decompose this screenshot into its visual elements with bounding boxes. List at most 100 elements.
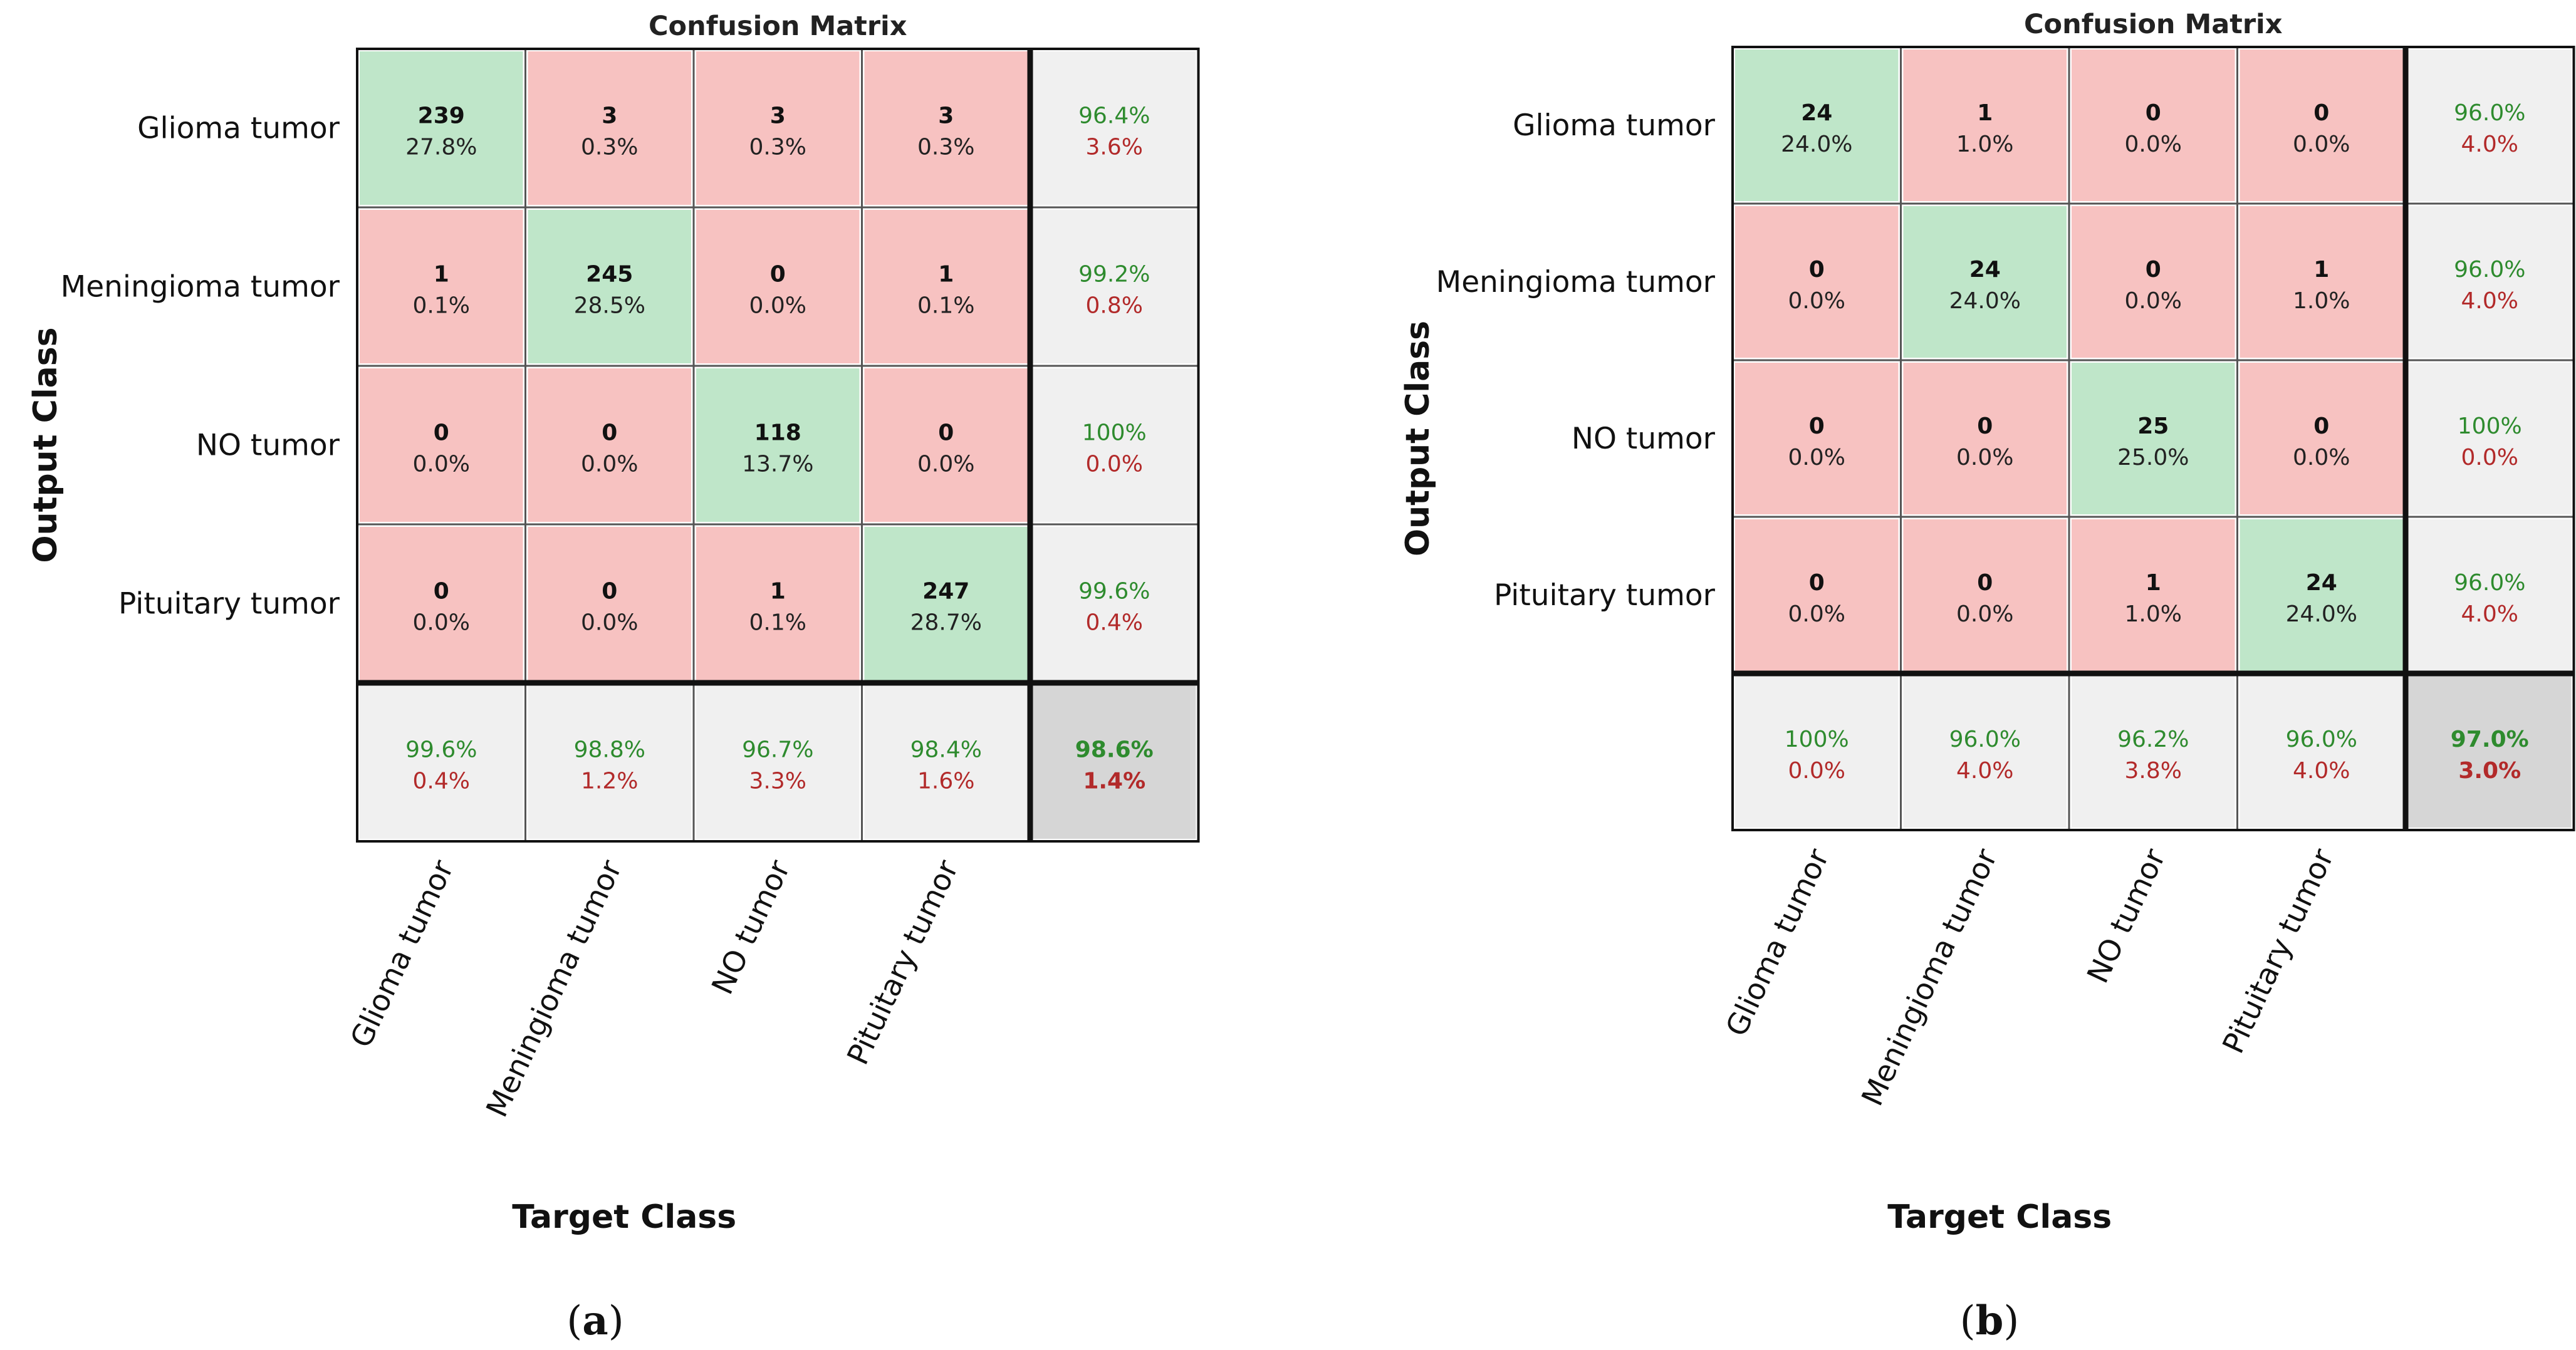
row-summary-cell xyxy=(2408,206,2572,358)
matrix-cell xyxy=(1735,519,1899,671)
cell-percent: 27.8% xyxy=(405,135,477,160)
column-label: Meningioma tumor xyxy=(1855,843,2005,1111)
cell-count: 0 xyxy=(434,579,449,605)
matrix-cell xyxy=(696,210,860,363)
cell-percent: 0.0% xyxy=(1956,601,2013,627)
row-label: Pituitary tumor xyxy=(1494,578,1716,613)
column-label: NO tumor xyxy=(705,854,797,1000)
cell-count: 0 xyxy=(770,262,786,288)
cell-percent: 0.0% xyxy=(413,452,470,477)
row-summary-cell xyxy=(1033,210,1196,363)
cell-count: 0 xyxy=(2313,100,2329,126)
row-label: Pituitary tumor xyxy=(118,587,340,621)
row-label: Glioma tumor xyxy=(137,112,340,146)
accuracy-value: 96.0% xyxy=(2454,570,2525,596)
cell-percent: 0.0% xyxy=(2293,445,2350,470)
x-axis-title: Target Class xyxy=(512,1198,736,1236)
cell-percent: 13.7% xyxy=(742,452,813,477)
cell-count: 24 xyxy=(1801,100,1832,126)
cell-percent: 28.7% xyxy=(910,610,982,636)
accuracy-value: 99.2% xyxy=(1078,262,1150,288)
error-value: 1.6% xyxy=(917,769,974,794)
accuracy-value: 96.0% xyxy=(2454,100,2525,126)
cell-count: 0 xyxy=(1809,257,1825,283)
matrix-cell xyxy=(1735,206,1899,358)
cell-percent: 0.0% xyxy=(1788,445,1845,470)
panel-caption: (a) xyxy=(566,1297,623,1344)
cell-count: 1 xyxy=(2146,570,2161,596)
matrix-cell xyxy=(360,51,523,205)
cell-count: 0 xyxy=(2146,257,2161,283)
accuracy-value: 100% xyxy=(1082,420,1147,446)
cell-percent: 24.0% xyxy=(1781,132,1852,157)
cell-percent: 0.3% xyxy=(581,135,638,160)
row-summary-cell xyxy=(1033,527,1196,680)
row-label: Meningioma tumor xyxy=(61,270,340,304)
accuracy-value: 100% xyxy=(1785,727,1849,752)
matrix-border xyxy=(1731,46,2575,831)
column-label: Glioma tumor xyxy=(1719,843,1837,1042)
column-summary-cell xyxy=(360,685,523,839)
cell-percent: 1.0% xyxy=(2293,288,2350,314)
matrix-cell xyxy=(360,210,523,363)
row-summary-cell xyxy=(2408,363,2572,514)
cell-percent: 0.1% xyxy=(413,293,470,319)
error-value: 4.0% xyxy=(1956,758,2013,784)
cell-percent: 0.0% xyxy=(581,452,638,477)
cell-percent: 0.0% xyxy=(581,610,638,636)
matrix-cell xyxy=(528,51,691,205)
error-value: 0.0% xyxy=(1788,758,1845,784)
accuracy-value: 96.7% xyxy=(742,737,813,763)
matrix-border xyxy=(356,48,1200,843)
cell-count: 0 xyxy=(2313,413,2329,439)
error-value: 4.0% xyxy=(2461,132,2518,157)
accuracy-value: 96.0% xyxy=(1949,727,2021,752)
row-summary-cell xyxy=(1033,51,1196,205)
matrix-cell xyxy=(2072,206,2235,358)
error-value: 0.0% xyxy=(2461,445,2518,470)
error-value: 4.0% xyxy=(2293,758,2350,784)
column-summary-cell xyxy=(528,685,691,839)
confusion-matrix-panel-a: Confusion Matrix 239 27.8% 3 0.3% 3 0.3% 3 0.3% 9… xyxy=(27,11,1200,1344)
cell-percent: 24.0% xyxy=(1949,288,2021,314)
matrix-cell xyxy=(696,527,860,680)
cell-percent: 0.0% xyxy=(749,293,806,319)
cell-count: 245 xyxy=(586,262,633,288)
cell-count: 118 xyxy=(754,420,801,446)
error-value: 0.4% xyxy=(413,769,470,794)
matrix-cell xyxy=(360,368,523,522)
row-summary-cell xyxy=(1033,368,1196,522)
matrix-cell xyxy=(864,51,1028,205)
cell-count: 25 xyxy=(2137,413,2169,439)
total-cell xyxy=(2408,676,2572,828)
row-label: Glioma tumor xyxy=(1513,108,1716,143)
cell-percent: 0.0% xyxy=(2125,132,2182,157)
matrix-cell xyxy=(1903,206,2067,358)
accuracy-value: 99.6% xyxy=(1078,579,1150,605)
cell-count: 1 xyxy=(434,262,449,288)
matrix-cell xyxy=(2072,49,2235,201)
cell-count: 0 xyxy=(2146,100,2161,126)
matrix-cell xyxy=(1903,363,2067,514)
accuracy-value: 98.8% xyxy=(574,737,645,763)
accuracy-value: 96.0% xyxy=(2286,727,2357,752)
column-label: Meningioma tumor xyxy=(480,854,629,1122)
cell-count: 0 xyxy=(1809,570,1825,596)
accuracy-value: 100% xyxy=(2458,413,2522,439)
cell-count: 24 xyxy=(1969,257,2001,283)
confusion-matrix-panel-b: Confusion Matrix 24 24.0% 1 1.0% 0 0.0% 0 0.0% 96… xyxy=(1399,9,2575,1344)
matrix-cell xyxy=(2240,206,2403,358)
column-summary-cell xyxy=(696,685,860,839)
column-label: Glioma tumor xyxy=(344,854,461,1053)
cell-count: 0 xyxy=(1809,413,1825,439)
cell-count: 0 xyxy=(1977,570,1993,596)
column-label: Pituitary tumor xyxy=(2216,843,2341,1059)
matrix-cell xyxy=(1903,519,2067,671)
column-label: NO tumor xyxy=(2080,843,2172,989)
error-value: 3.6% xyxy=(1086,135,1143,160)
cell-percent: 25.0% xyxy=(2117,445,2189,470)
cell-percent: 0.0% xyxy=(2125,288,2182,314)
matrix-cell xyxy=(528,210,691,363)
cell-count: 239 xyxy=(418,103,465,129)
cell-count: 3 xyxy=(770,103,786,129)
